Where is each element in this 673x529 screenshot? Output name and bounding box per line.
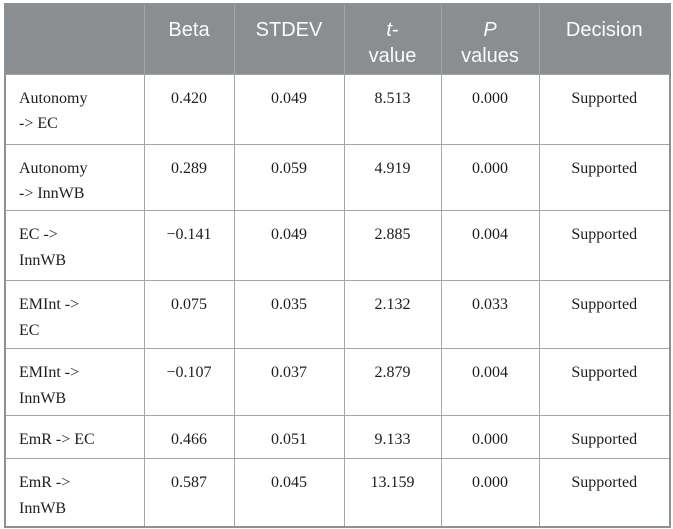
path-label: EMInt -> InnWB — [4, 348, 145, 417]
decision-value: Supported — [538, 280, 671, 350]
table-row: EmR -> InnWB 0.587 0.045 13.159 0.000 Su… — [4, 458, 671, 528]
table-row: EMInt -> EC 0.075 0.035 2.132 0.033 Supp… — [4, 280, 671, 350]
beta-value: 0.075 — [143, 280, 235, 350]
col-header-empty — [4, 3, 145, 75]
p-line2-label: values — [461, 45, 519, 68]
t-value: 2.879 — [343, 348, 442, 417]
path-label: EC -> InnWB — [4, 210, 145, 282]
beta-value: −0.141 — [143, 210, 235, 282]
p-value: 0.004 — [440, 210, 540, 282]
table-row: Autonomy -> InnWB 0.289 0.059 4.919 0.00… — [4, 143, 671, 212]
stdev-value: 0.049 — [233, 73, 345, 145]
stdev-value: 0.045 — [233, 458, 345, 528]
beta-value: 0.587 — [143, 458, 235, 528]
beta-value: 0.420 — [143, 73, 235, 145]
t-value: 2.132 — [343, 280, 442, 350]
col-header-beta: Beta — [143, 3, 235, 75]
stdev-value: 0.035 — [233, 280, 345, 350]
beta-value: 0.466 — [143, 415, 235, 460]
t-line2-label: value — [368, 45, 417, 68]
path-label: Autonomy -> InnWB — [4, 143, 145, 212]
path-label: EMInt -> EC — [4, 280, 145, 350]
path-label: EmR -> EC — [4, 415, 145, 460]
p-value: 0.000 — [440, 143, 540, 212]
t-value: 2.885 — [343, 210, 442, 282]
col-header-decision: Decision — [538, 3, 671, 75]
p-value: 0.000 — [440, 458, 540, 528]
t-value: 8.513 — [343, 73, 442, 145]
decision-value: Supported — [538, 415, 671, 460]
t-italic-label: t — [386, 19, 392, 41]
stdev-value: 0.051 — [233, 415, 345, 460]
p-italic-label: P — [483, 19, 497, 41]
decision-value: Supported — [538, 143, 671, 212]
t-value: 4.919 — [343, 143, 442, 212]
p-value: 0.004 — [440, 348, 540, 417]
p-value: 0.033 — [440, 280, 540, 350]
t-suffix-label: - — [391, 19, 399, 41]
p-value: 0.000 — [440, 415, 540, 460]
decision-value: Supported — [538, 458, 671, 528]
t-value: 9.133 — [343, 415, 442, 460]
stdev-value: 0.049 — [233, 210, 345, 282]
table-row: Autonomy -> EC 0.420 0.049 8.513 0.000 S… — [4, 73, 671, 145]
decision-value: Supported — [538, 210, 671, 282]
path-label: Autonomy -> EC — [4, 73, 145, 145]
decision-value: Supported — [538, 348, 671, 417]
stdev-value: 0.037 — [233, 348, 345, 417]
path-label: EmR -> InnWB — [4, 458, 145, 528]
t-value: 13.159 — [343, 458, 442, 528]
p-value: 0.000 — [440, 73, 540, 145]
col-header-stdev: STDEV — [233, 3, 345, 75]
decision-value: Supported — [538, 73, 671, 145]
table-row: EmR -> EC 0.466 0.051 9.133 0.000 Suppor… — [4, 415, 671, 460]
beta-value: −0.107 — [143, 348, 235, 417]
stdev-value: 0.059 — [233, 143, 345, 212]
col-header-t-value: t- value — [343, 3, 442, 75]
table-row: EC -> InnWB −0.141 0.049 2.885 0.004 Sup… — [4, 210, 671, 282]
beta-value: 0.289 — [143, 143, 235, 212]
table-row: EMInt -> InnWB −0.107 0.037 2.879 0.004 … — [4, 348, 671, 417]
